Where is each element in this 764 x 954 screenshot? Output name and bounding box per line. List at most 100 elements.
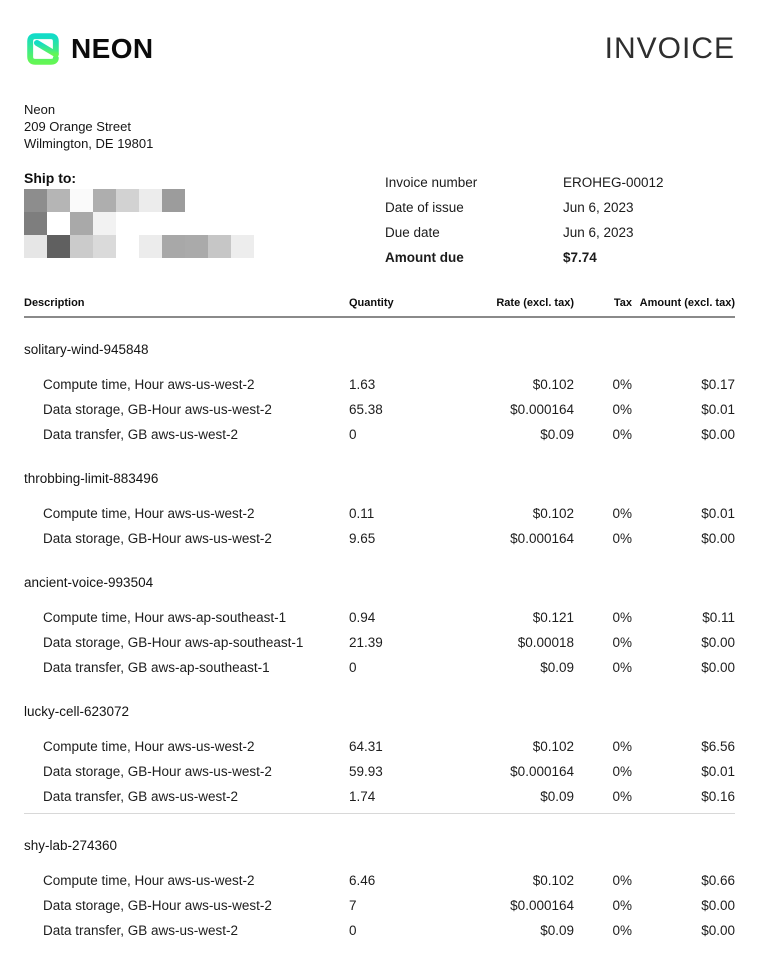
line-item-quantity: 0 xyxy=(349,923,357,938)
redacted-address-mosaic xyxy=(24,189,740,258)
redacted-pixel xyxy=(93,189,116,212)
line-item-row: Data storage, GB-Hour aws-us-west-2 65.3… xyxy=(24,397,735,422)
company-address-line: 209 Orange Street xyxy=(24,119,131,134)
line-item-description: Data storage, GB-Hour aws-us-west-2 xyxy=(43,402,272,417)
project-name: solitary-wind-945848 xyxy=(24,342,149,357)
line-item-description: Compute time, Hour aws-us-west-2 xyxy=(43,739,255,754)
line-item-rate: $0.000164 xyxy=(510,764,574,779)
line-item-row: Data transfer, GB aws-us-west-2 0 $0.09 … xyxy=(24,422,735,447)
meta-value: EROHEG-00012 xyxy=(563,175,664,190)
line-item-row: Data storage, GB-Hour aws-us-west-2 9.65… xyxy=(24,526,735,551)
redacted-pixel xyxy=(208,235,231,258)
line-item-rate: $0.09 xyxy=(540,789,574,804)
line-item-description: Compute time, Hour aws-us-west-2 xyxy=(43,506,255,521)
line-item-quantity: 1.63 xyxy=(349,377,376,392)
project-group: solitary-wind-945848 Compute time, Hour … xyxy=(24,318,735,447)
project-rows: Compute time, Hour aws-ap-southeast-1 0.… xyxy=(24,605,735,680)
line-item-amount: $0.00 xyxy=(701,923,735,938)
line-item-rate: $0.00018 xyxy=(517,635,574,650)
line-item-tax: 0% xyxy=(612,660,632,675)
project-rows: Compute time, Hour aws-us-west-2 6.46 $0… xyxy=(24,868,735,943)
line-item-rate: $0.09 xyxy=(540,923,574,938)
redacted-pixel xyxy=(116,189,139,212)
header-description: Description xyxy=(24,297,85,309)
line-item-amount: $0.11 xyxy=(702,610,735,625)
line-item-tax: 0% xyxy=(612,764,632,779)
redacted-pixel xyxy=(24,212,47,235)
table-header-row: Description Quantity Rate (excl. tax) Ta… xyxy=(24,297,735,318)
redacted-pixel xyxy=(93,235,116,258)
line-item-row: Data storage, GB-Hour aws-ap-southeast-1… xyxy=(24,630,735,655)
project-rows: Compute time, Hour aws-us-west-2 1.63 $0… xyxy=(24,372,735,447)
line-item-rate: $0.000164 xyxy=(510,402,574,417)
line-item-tax: 0% xyxy=(612,923,632,938)
project-group: shy-lab-274360 Compute time, Hour aws-us… xyxy=(24,814,735,943)
project-name: throbbing-limit-883496 xyxy=(24,471,159,486)
line-item-description: Data storage, GB-Hour aws-us-west-2 xyxy=(43,531,272,546)
header-rate: Rate (excl. tax) xyxy=(496,297,574,309)
line-item-tax: 0% xyxy=(612,531,632,546)
line-item-quantity: 0.11 xyxy=(349,506,375,521)
line-item-rate: $0.102 xyxy=(532,377,574,392)
line-item-quantity: 65.38 xyxy=(349,402,383,417)
line-item-quantity: 7 xyxy=(349,898,357,913)
project-group: throbbing-limit-883496 Compute time, Hou… xyxy=(24,447,735,551)
redacted-pixel xyxy=(47,189,70,212)
redacted-pixel xyxy=(70,189,93,212)
redacted-pixel xyxy=(70,235,93,258)
line-item-tax: 0% xyxy=(612,898,632,913)
line-item-description: Data transfer, GB aws-us-west-2 xyxy=(43,427,239,442)
line-item-tax: 0% xyxy=(612,789,632,804)
line-item-amount: $0.01 xyxy=(701,402,735,417)
line-item-quantity: 0 xyxy=(349,427,357,442)
group-divider xyxy=(24,813,735,814)
company-address: Neon 209 Orange Street Wilmington, DE 19… xyxy=(24,101,740,152)
line-item-tax: 0% xyxy=(612,610,632,625)
redacted-pixel xyxy=(47,212,70,235)
line-item-quantity: 64.31 xyxy=(349,739,383,754)
line-item-tax: 0% xyxy=(612,873,632,888)
line-item-row: Compute time, Hour aws-us-west-2 1.63 $0… xyxy=(24,372,735,397)
line-item-tax: 0% xyxy=(612,427,632,442)
project-name: ancient-voice-993504 xyxy=(24,575,154,590)
line-item-description: Data transfer, GB aws-us-west-2 xyxy=(43,923,239,938)
invoice-meta-row: Invoice number EROHEG-00012 xyxy=(385,170,735,195)
redacted-pixel xyxy=(231,235,254,258)
line-item-amount: $0.66 xyxy=(701,873,735,888)
company-address-line: Wilmington, DE 19801 xyxy=(24,136,154,151)
line-item-tax: 0% xyxy=(612,506,632,521)
line-item-amount: $0.16 xyxy=(701,789,735,804)
line-items-table: Description Quantity Rate (excl. tax) Ta… xyxy=(24,297,735,943)
company-address-line: Neon xyxy=(24,102,56,117)
line-item-quantity: 21.39 xyxy=(349,635,383,650)
invoice-meta-row: Due date Jun 6, 2023 xyxy=(385,220,735,245)
meta-label: Due date xyxy=(385,225,440,240)
line-item-description: Compute time, Hour aws-us-west-2 xyxy=(43,873,255,888)
line-item-rate: $0.09 xyxy=(540,427,574,442)
meta-label: Invoice number xyxy=(385,175,478,190)
line-item-row: Data storage, GB-Hour aws-us-west-2 7 $0… xyxy=(24,893,735,918)
line-item-rate: $0.000164 xyxy=(510,898,574,913)
project-rows: Compute time, Hour aws-us-west-2 64.31 $… xyxy=(24,734,735,809)
redacted-pixel xyxy=(70,212,93,235)
table-body: solitary-wind-945848 Compute time, Hour … xyxy=(24,318,735,943)
project-name: shy-lab-274360 xyxy=(24,838,118,853)
redacted-pixel xyxy=(139,235,162,258)
line-item-rate: $0.121 xyxy=(532,610,574,625)
redacted-pixel xyxy=(24,235,47,258)
line-item-amount: $0.00 xyxy=(701,427,735,442)
line-item-rate: $0.102 xyxy=(532,739,574,754)
brand-wordmark: NEON xyxy=(71,33,154,64)
redacted-pixel xyxy=(139,189,162,212)
line-item-amount: $6.56 xyxy=(701,739,735,754)
line-item-tax: 0% xyxy=(612,377,632,392)
line-item-amount: $0.17 xyxy=(701,377,735,392)
meta-label: Date of issue xyxy=(385,200,464,215)
line-item-description: Compute time, Hour aws-ap-southeast-1 xyxy=(43,610,287,625)
document-title: INVOICE xyxy=(604,32,735,65)
line-item-amount: $0.00 xyxy=(701,660,735,675)
project-rows: Compute time, Hour aws-us-west-2 0.11 $0… xyxy=(24,501,735,551)
line-item-amount: $0.00 xyxy=(701,531,735,546)
invoice-meta-row: Amount due $7.74 xyxy=(385,245,735,270)
